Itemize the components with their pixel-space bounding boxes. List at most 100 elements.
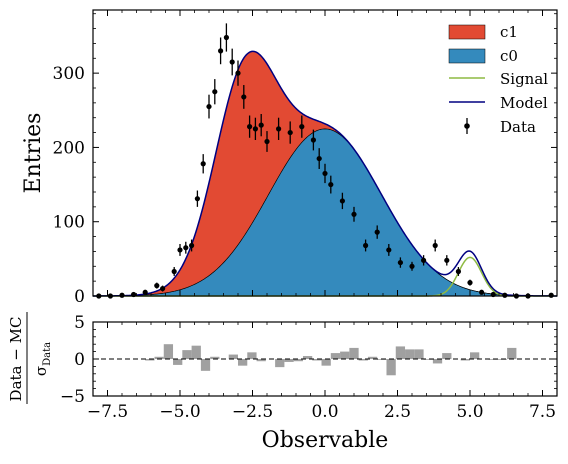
ratio-bar bbox=[312, 359, 322, 361]
data-point bbox=[467, 280, 473, 286]
ratio-y-axis-label: Data − MC σData bbox=[7, 312, 53, 404]
ratio-y-ticks: −5 0 5 bbox=[60, 313, 557, 407]
ratio-bar bbox=[293, 359, 303, 362]
c0-area bbox=[92, 128, 558, 297]
legend-swatch-data-marker bbox=[464, 123, 470, 129]
ratio-ylabel-denominator: σData bbox=[32, 342, 53, 376]
x-tick-label: 2.5 bbox=[384, 402, 411, 422]
ratio-bar bbox=[275, 359, 285, 368]
ratio-bar bbox=[349, 347, 359, 359]
data-point bbox=[455, 268, 461, 275]
ratio-bar bbox=[191, 345, 201, 359]
data-point bbox=[276, 126, 282, 132]
data-point bbox=[177, 247, 183, 253]
c0-area-layer bbox=[92, 128, 558, 297]
data-point bbox=[397, 259, 403, 266]
data-point bbox=[223, 34, 229, 41]
x-axis-label: Observable bbox=[262, 428, 389, 453]
data-point bbox=[479, 289, 485, 295]
data-point bbox=[316, 155, 322, 162]
data-points-layer bbox=[96, 23, 554, 299]
data-point bbox=[200, 161, 206, 167]
ratio-bar bbox=[414, 349, 424, 359]
ratio-ylabel-numerator: Data − MC bbox=[7, 317, 25, 402]
ratio-ylabel-subscript: Data bbox=[42, 342, 53, 366]
ratio-bar bbox=[163, 344, 174, 359]
ratio-bar bbox=[302, 356, 313, 359]
main-y-ticks: 0 100 200 300 bbox=[53, 13, 557, 307]
data-point bbox=[299, 124, 305, 130]
x-tick-label: −2.5 bbox=[232, 402, 273, 422]
ratio-bar bbox=[395, 346, 406, 359]
ratio-bar bbox=[228, 354, 238, 359]
ratio-bar bbox=[367, 356, 378, 359]
ratio-y-tick-label: 0 bbox=[74, 350, 85, 370]
data-point bbox=[310, 137, 316, 143]
legend-label-c0: c0 bbox=[500, 47, 518, 65]
data-point bbox=[258, 122, 264, 128]
data-point bbox=[328, 181, 334, 188]
x-tick-label: −5.0 bbox=[159, 402, 200, 422]
data-point bbox=[154, 283, 160, 289]
data-point bbox=[142, 289, 148, 295]
ratio-y-tick-label: 5 bbox=[74, 313, 85, 333]
data-point bbox=[171, 268, 177, 275]
ratio-bar bbox=[154, 356, 164, 359]
ratio-bar bbox=[340, 351, 350, 359]
model-curve-layer bbox=[93, 50, 557, 297]
data-point bbox=[206, 103, 212, 110]
ratio-bar bbox=[200, 359, 211, 371]
x-tick-label: 7.5 bbox=[529, 402, 556, 422]
ratio-bar bbox=[321, 359, 331, 366]
ratio-bar bbox=[330, 353, 341, 359]
data-point bbox=[548, 292, 554, 298]
ratio-bar bbox=[358, 359, 368, 361]
data-point bbox=[351, 211, 357, 217]
y-tick-label: 300 bbox=[53, 64, 85, 84]
legend-swatch-c0 bbox=[448, 48, 486, 64]
ratio-bar bbox=[238, 359, 248, 366]
data-point bbox=[409, 263, 415, 269]
x-tick-label: 5.0 bbox=[456, 402, 483, 422]
data-point bbox=[432, 242, 438, 249]
y-axis-label: Entries bbox=[21, 113, 46, 194]
ratio-bar bbox=[247, 352, 257, 359]
ratio-bar bbox=[182, 350, 192, 359]
data-point bbox=[229, 59, 235, 65]
ratio-plot-area: −5 0 5 −7.5 −5.0 −2.5 0.0 2.5 5.0 7.5 Data − MC … bbox=[7, 312, 558, 453]
legend-label-model: Model bbox=[500, 94, 548, 112]
ratio-bar bbox=[284, 359, 294, 362]
ratio-ylabel-sigma: σ bbox=[32, 366, 50, 376]
data-point bbox=[194, 196, 200, 202]
data-point bbox=[247, 124, 253, 130]
y-tick-label: 0 bbox=[74, 287, 85, 307]
data-point bbox=[212, 89, 218, 95]
ratio-bar bbox=[423, 359, 433, 360]
ratio-bar bbox=[256, 359, 266, 362]
data-point bbox=[264, 138, 270, 145]
ratio-bar bbox=[442, 353, 452, 359]
data-point bbox=[218, 48, 224, 54]
model-curve bbox=[93, 50, 557, 297]
ratio-bar bbox=[405, 349, 415, 359]
data-point bbox=[160, 285, 166, 292]
legend-label-data: Data bbox=[500, 118, 536, 136]
data-point bbox=[241, 94, 247, 100]
data-point bbox=[322, 170, 328, 177]
main-plot-area: 0 100 200 300 Entries bbox=[21, 9, 558, 307]
ratio-bar bbox=[173, 359, 183, 365]
y-tick-label: 200 bbox=[53, 138, 85, 158]
legend: c1 c0 Signal Model Data bbox=[448, 23, 548, 136]
legend-swatch-c1 bbox=[448, 24, 486, 40]
ratio-bar bbox=[507, 347, 517, 359]
data-point bbox=[235, 70, 241, 76]
ratio-bar bbox=[460, 359, 470, 361]
data-point bbox=[339, 198, 345, 204]
ratio-bar bbox=[386, 359, 396, 376]
x-tick-label: −7.5 bbox=[87, 402, 128, 422]
ratio-y-tick-label: −5 bbox=[60, 387, 85, 407]
main-x-ticks bbox=[92, 10, 558, 296]
data-point bbox=[502, 292, 508, 298]
data-point bbox=[363, 242, 369, 249]
data-point bbox=[421, 257, 427, 263]
